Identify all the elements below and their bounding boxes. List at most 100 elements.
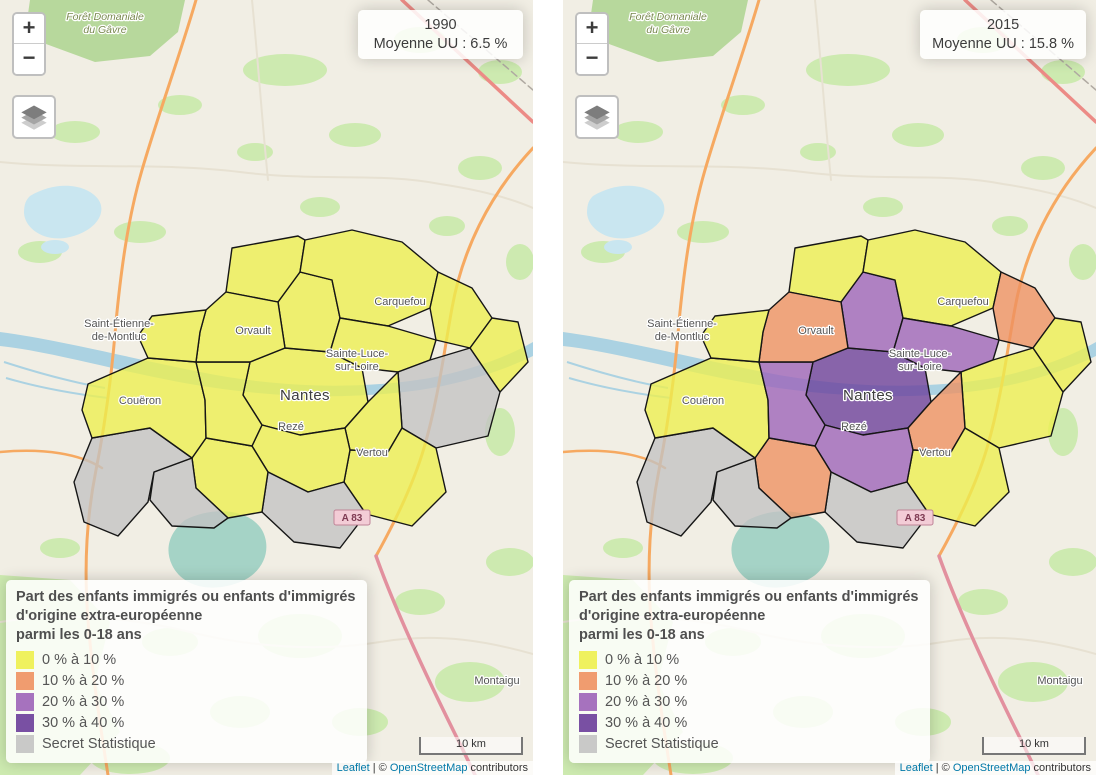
legend-label: 20 % à 30 % bbox=[605, 693, 688, 710]
map-label: Orvault bbox=[798, 325, 833, 337]
legend-item: Secret Statistique bbox=[16, 733, 355, 754]
osm-link[interactable]: OpenStreetMap bbox=[952, 762, 1031, 774]
zoom-out-button[interactable]: − bbox=[14, 44, 44, 74]
attribution: Leaflet | © OpenStreetMap contributors bbox=[894, 761, 1096, 775]
legend-items: 0 % à 10 % 10 % à 20 % 20 % à 30 % 30 % à 4… bbox=[579, 649, 918, 754]
legend-swatch bbox=[16, 671, 34, 690]
map-label: Sainte-Luce- bbox=[889, 348, 952, 360]
zoom-out-button[interactable]: − bbox=[577, 44, 607, 74]
zoom-control: + − bbox=[12, 12, 46, 76]
attribution-suffix: contributors bbox=[467, 762, 528, 774]
map-year: 2015 bbox=[986, 17, 1020, 33]
legend-label: 30 % à 40 % bbox=[605, 714, 688, 731]
map-label: Saint-Étienne- bbox=[647, 317, 717, 330]
legend-label: 10 % à 20 % bbox=[605, 672, 688, 689]
map-label: Rezé bbox=[278, 421, 304, 433]
map-label: Carquefou bbox=[374, 296, 425, 308]
legend-swatch bbox=[16, 713, 34, 732]
layers-control[interactable] bbox=[575, 95, 619, 139]
commune-mauves[interactable] bbox=[469, 317, 529, 393]
commune-mauves[interactable] bbox=[1032, 317, 1092, 393]
map-label: Couëron bbox=[119, 395, 161, 407]
legend-title-line: d'origine extra-européenne bbox=[16, 608, 203, 624]
legend-label: Secret Statistique bbox=[42, 735, 156, 752]
legend-swatch bbox=[16, 734, 34, 753]
zoom-in-button[interactable]: + bbox=[577, 14, 607, 44]
year-info-box: 2015 Moyenne UU : 15.8 % bbox=[920, 10, 1086, 59]
map-year: 1990 bbox=[424, 17, 457, 33]
legend-label: 30 % à 40 % bbox=[42, 714, 125, 731]
map-label: Forêt Domaniale bbox=[629, 11, 707, 23]
map-label: Saint-Étienne- bbox=[84, 317, 154, 330]
map-label: Forêt Domaniale bbox=[66, 11, 144, 23]
legend-title-line: Part des enfants immigrés ou enfants d'i… bbox=[16, 589, 356, 605]
legend-swatch bbox=[16, 692, 34, 711]
choropleth-layer bbox=[73, 229, 529, 549]
legend-items: 0 % à 10 % 10 % à 20 % 20 % à 30 % 30 % à 4… bbox=[16, 649, 355, 754]
map-label: Montaigu bbox=[1037, 675, 1082, 687]
layers-control[interactable] bbox=[12, 95, 56, 139]
map-label: sur-Loire bbox=[335, 361, 378, 373]
commune-sainte-luce[interactable] bbox=[329, 317, 437, 373]
map-label: Orvault bbox=[235, 325, 270, 337]
legend-title: Part des enfants immigrés ou enfants d'i… bbox=[16, 588, 355, 645]
legend-label: 10 % à 20 % bbox=[42, 672, 125, 689]
leaflet-link[interactable]: Leaflet bbox=[899, 762, 933, 774]
commune-saint-herblain[interactable] bbox=[195, 361, 263, 447]
map-legend: Part des enfants immigrés ou enfants d'i… bbox=[569, 580, 931, 763]
commune-sautron[interactable] bbox=[137, 309, 207, 363]
map-label: Nantes bbox=[843, 387, 893, 404]
legend-item: 10 % à 20 % bbox=[579, 670, 918, 691]
map-label: du Gâvre bbox=[83, 24, 126, 36]
legend-title-line: parmi les 0-18 ans bbox=[579, 627, 705, 643]
map-panel-1990: Forêt Domaniale du Gâvre Saint-Étienne-de-… bbox=[0, 0, 533, 775]
legend-swatch bbox=[579, 713, 597, 732]
attribution: Leaflet | © OpenStreetMap contributors bbox=[331, 761, 533, 775]
legend-title: Part des enfants immigrés ou enfants d'i… bbox=[579, 588, 918, 645]
attribution-separator: | © bbox=[369, 762, 390, 774]
legend-item: 20 % à 30 % bbox=[579, 691, 918, 712]
legend-label: 0 % à 10 % bbox=[605, 651, 680, 668]
commune-sautron[interactable] bbox=[700, 309, 770, 363]
commune-les-sorinieres[interactable] bbox=[261, 471, 367, 549]
map-panel-2015: Forêt Domaniale du Gâvre Saint-Étienne-de-… bbox=[563, 0, 1096, 775]
legend-title-line: parmi les 0-18 ans bbox=[16, 627, 142, 643]
motorway-shield bbox=[896, 509, 934, 526]
legend-title-line: Part des enfants immigrés ou enfants d'i… bbox=[579, 589, 919, 605]
legend-label: 20 % à 30 % bbox=[42, 693, 125, 710]
attribution-suffix: contributors bbox=[1030, 762, 1091, 774]
map-label: Vertou bbox=[919, 447, 951, 459]
map-average: Moyenne UU : 15.8 % bbox=[932, 36, 1074, 52]
commune-sainte-luce[interactable] bbox=[892, 317, 1000, 373]
legend-swatch bbox=[579, 650, 597, 669]
map-label: Rezé bbox=[841, 421, 867, 433]
legend-swatch bbox=[579, 734, 597, 753]
legend-item: 0 % à 10 % bbox=[16, 649, 355, 670]
map-label: A 83 bbox=[905, 513, 926, 524]
commune-saint-herblain[interactable] bbox=[758, 361, 826, 447]
map-label: de-Montluc bbox=[92, 331, 147, 343]
zoom-in-button[interactable]: + bbox=[14, 14, 44, 44]
map-label: Sainte-Luce- bbox=[326, 348, 389, 360]
map-average: Moyenne UU : 6.5 % bbox=[373, 36, 508, 52]
map-label: sur-Loire bbox=[898, 361, 941, 373]
legend-item: Secret Statistique bbox=[579, 733, 918, 754]
map-label: Montaigu bbox=[474, 675, 519, 687]
legend-item: 10 % à 20 % bbox=[16, 670, 355, 691]
leaflet-link[interactable]: Leaflet bbox=[336, 762, 370, 774]
map-label: Vertou bbox=[356, 447, 388, 459]
legend-label: 0 % à 10 % bbox=[42, 651, 117, 668]
map-label: A 83 bbox=[342, 513, 363, 524]
scale-bar: 10 km bbox=[419, 737, 523, 755]
map-label: Carquefou bbox=[937, 296, 988, 308]
commune-les-sorinieres[interactable] bbox=[824, 471, 930, 549]
legend-item: 0 % à 10 % bbox=[579, 649, 918, 670]
map-label: du Gâvre bbox=[646, 24, 689, 36]
map-label: Couëron bbox=[682, 395, 724, 407]
osm-link[interactable]: OpenStreetMap bbox=[389, 762, 468, 774]
legend-swatch bbox=[16, 650, 34, 669]
